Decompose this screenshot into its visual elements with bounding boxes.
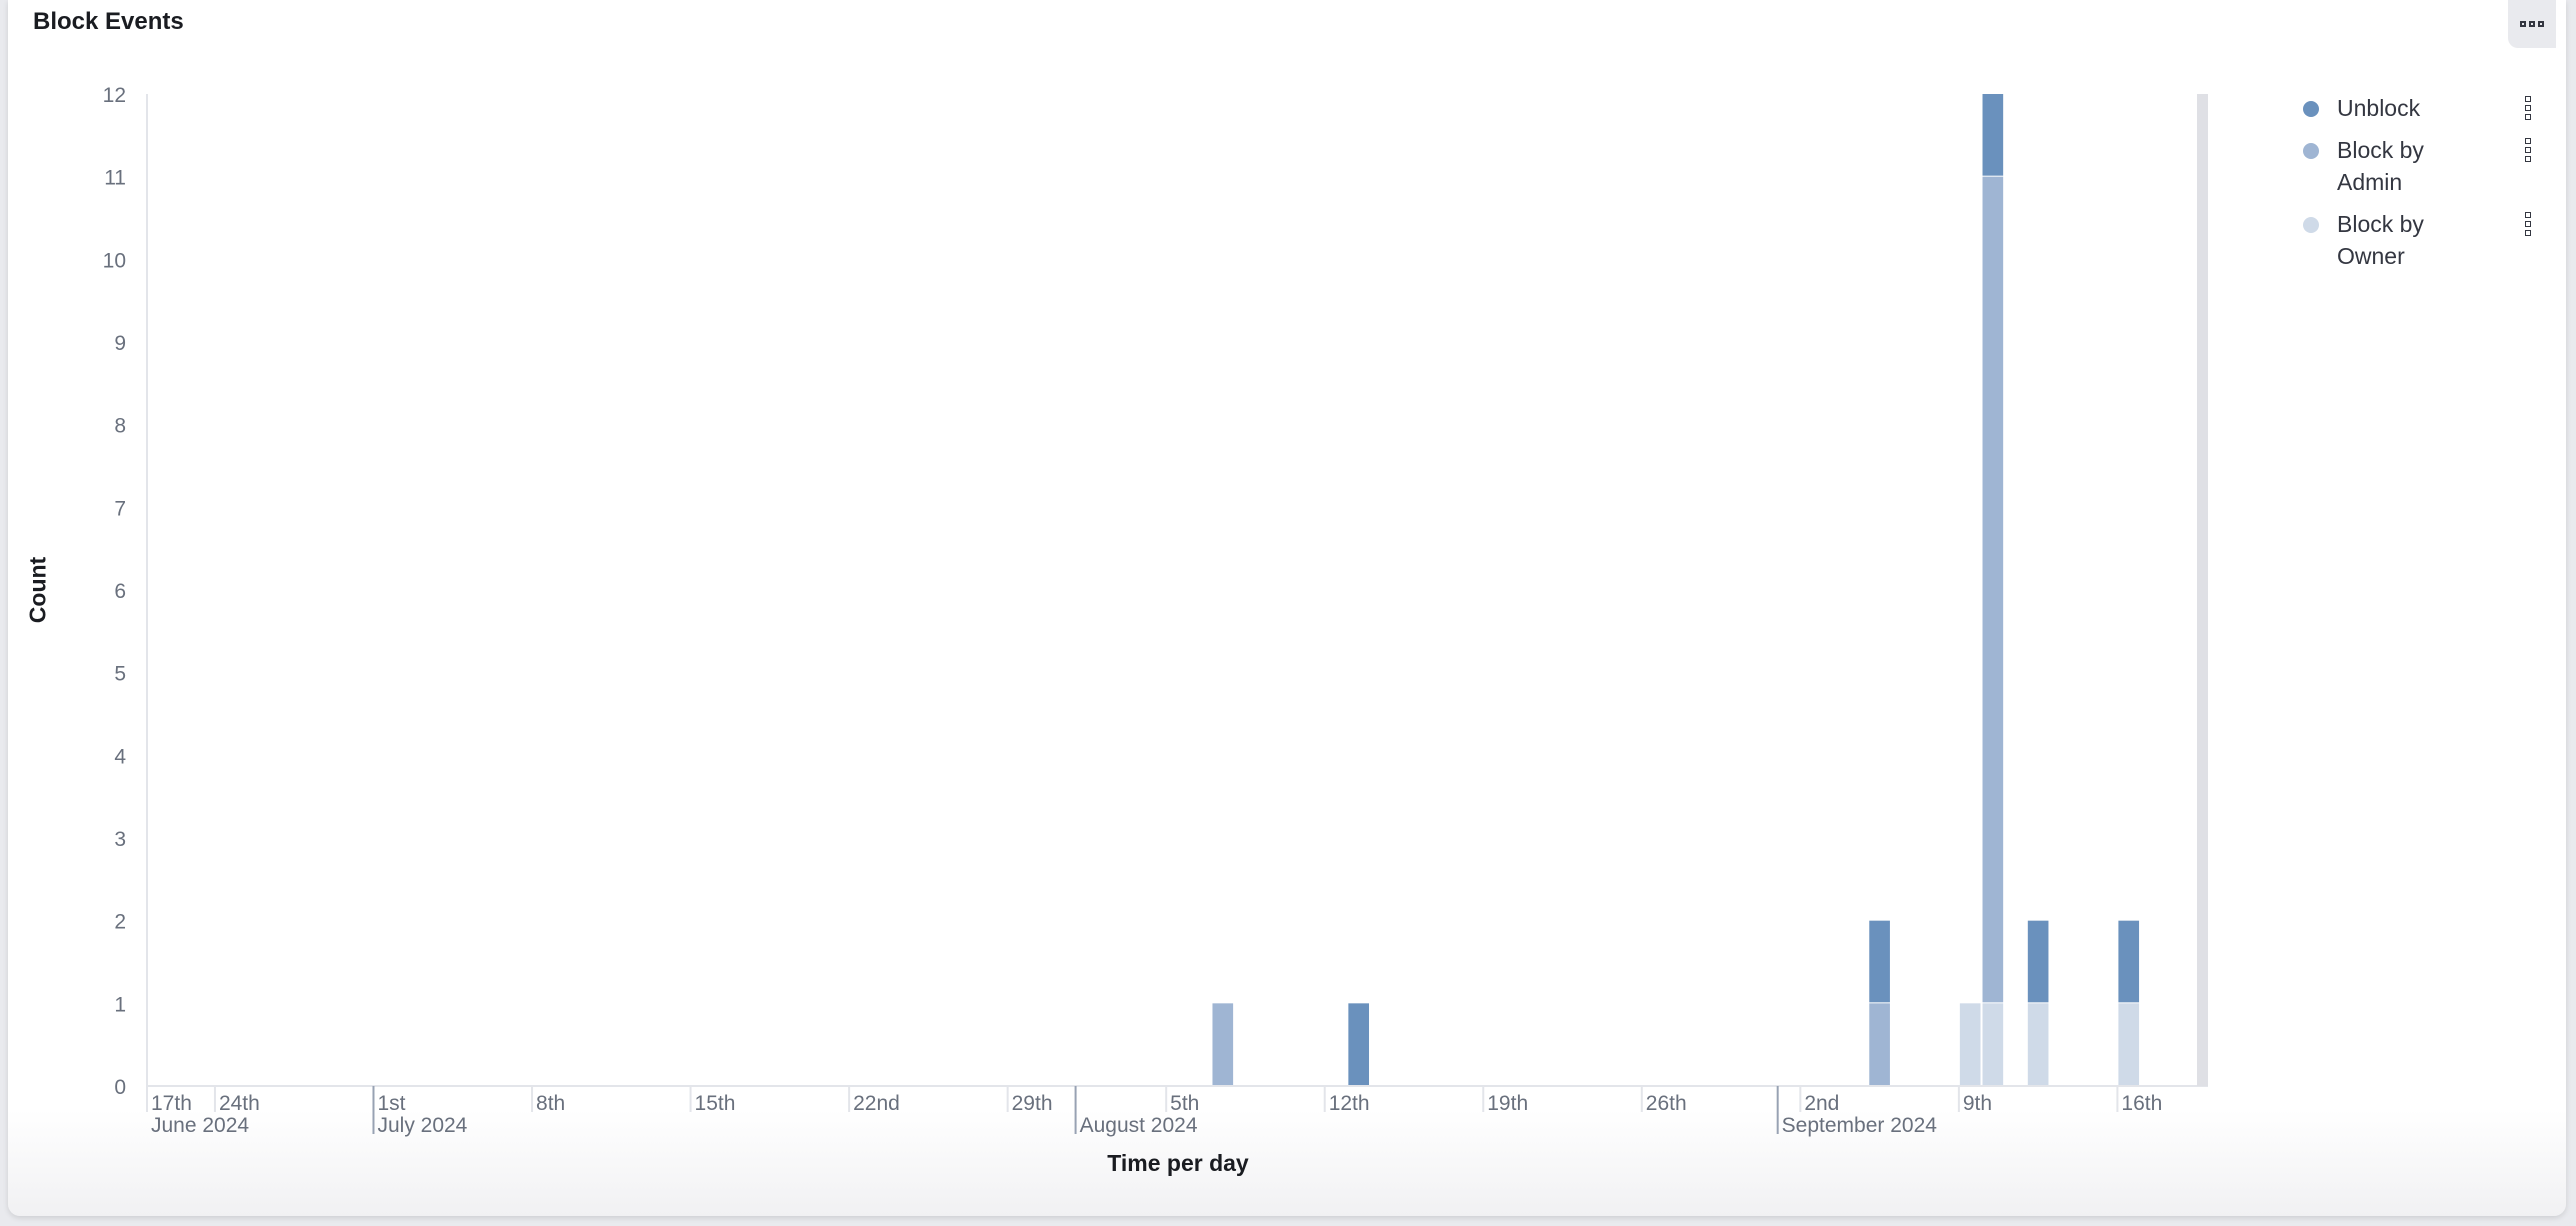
y-tick-label: 6 [114,580,126,603]
legend-item-menu-icon[interactable] [2525,96,2531,120]
x-tick-label: 9th [1963,1092,1992,1115]
x-tick-label: 17th [151,1092,192,1115]
bar-block-by-admin [1869,1003,1890,1085]
bar-block-by-owner [2118,1003,2140,1085]
y-tick-label: 12 [103,84,126,107]
legend-color-dot-icon [2303,217,2319,233]
legend-label: Block by Admin [2337,137,2424,195]
bar-block-by-owner [2027,1003,2049,1085]
y-axis-title: Count [24,556,51,624]
legend: Unblock Block by Admin Block by Owner [2300,92,2540,282]
bar-block-by-admin [1982,176,2004,1003]
y-tick-label: 4 [114,745,126,768]
y-tick-label: 11 [104,167,126,190]
x-tick-label: 8th [536,1092,565,1115]
x-tick-label: 22nd [853,1092,900,1115]
legend-label: Unblock [2337,95,2421,121]
y-tick-label: 7 [114,497,126,520]
x-tick-label: 16th [2121,1092,2162,1115]
legend-item-menu-icon[interactable] [2525,212,2531,236]
legend-item-menu-icon[interactable] [2525,138,2531,162]
y-tick-label: 1 [114,993,126,1016]
chart-panel: Block Events [8,0,2566,1216]
month-label: June 2024 [151,1114,249,1137]
x-tick-label: 12th [1329,1092,1370,1115]
current-time-marker [2197,94,2208,1086]
x-tick-label: 5th [1170,1092,1199,1115]
bar-unblock [1982,94,2004,176]
bar-unblock [1348,1003,1370,1085]
dot-icon [2529,21,2535,27]
month-label: August 2024 [1080,1114,1198,1137]
bar-unblock [2027,920,2049,1003]
legend-label: Block by Owner [2337,211,2424,269]
y-tick-label: 3 [114,828,126,851]
x-tick-label: 24th [219,1092,260,1115]
x-tick-label: 2nd [1804,1092,1839,1115]
month-label: September 2024 [1782,1114,1938,1137]
legend-color-dot-icon [2303,143,2319,159]
bar-block-by-owner [1959,1003,1981,1085]
x-tick-label: 19th [1487,1092,1528,1115]
y-tick-label: 8 [114,415,126,438]
dot-icon [2538,21,2544,27]
x-tick-label: 26th [1646,1092,1687,1115]
bar-block-by-owner [1982,1003,2004,1085]
x-tick-label: 15th [695,1092,736,1115]
legend-color-dot-icon [2303,101,2319,117]
panel-options-button[interactable] [2508,0,2556,48]
x-tick-label: 29th [1012,1092,1053,1115]
y-tick-label: 0 [114,1076,126,1099]
x-tick-label: 1st [377,1092,405,1115]
legend-item-unblock[interactable]: Unblock [2300,92,2540,124]
y-tick-label: 5 [114,663,126,686]
bar-block-by-admin [1212,1003,1234,1085]
month-label: July 2024 [377,1114,467,1137]
y-tick-label: 9 [114,332,126,355]
dot-icon [2520,21,2526,27]
y-tick-label: 10 [103,249,126,272]
x-axis-title: Time per day [1107,1150,1249,1176]
panel-title: Block Events [33,8,184,35]
bar-unblock [2118,920,2140,1003]
legend-item-block-by-admin[interactable]: Block by Admin [2300,134,2540,198]
y-tick-label: 2 [114,911,126,934]
bar-unblock [1869,920,1890,1003]
legend-item-block-by-owner[interactable]: Block by Owner [2300,208,2540,272]
